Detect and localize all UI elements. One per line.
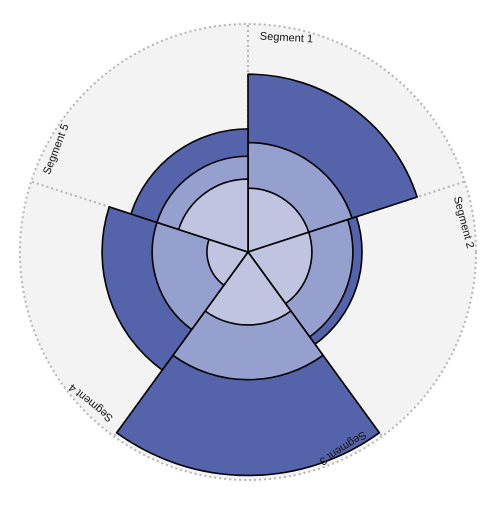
wedge-segment-3-layer-1 bbox=[204, 251, 292, 326]
wedge-segment-1-layer-1 bbox=[247, 187, 310, 253]
wedge-layer bbox=[101, 73, 418, 477]
segment-label-1: Segment 1 bbox=[260, 31, 314, 46]
segment-divider bbox=[30, 180, 249, 253]
segment-divider bbox=[247, 180, 466, 253]
wedge-segment-4-layer-1 bbox=[206, 238, 249, 286]
wedge-segment-2-layer-1 bbox=[247, 231, 313, 305]
wedge-segment-5-layer-1 bbox=[177, 178, 249, 253]
